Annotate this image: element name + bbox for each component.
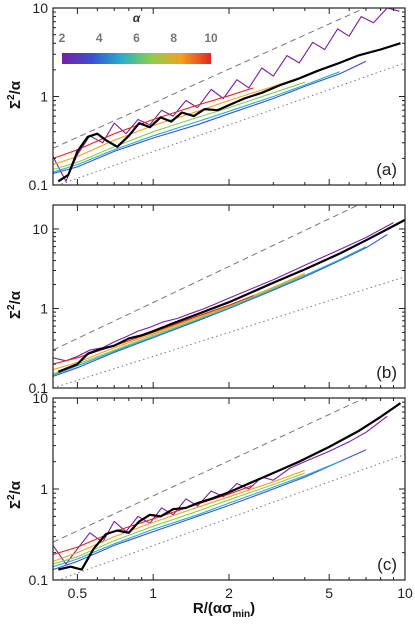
panel-label: (c) <box>377 555 397 574</box>
data-series-line-2 <box>53 234 388 377</box>
y-tick-label: 10 <box>32 0 48 16</box>
panel-label: (b) <box>376 363 397 382</box>
data-series-line-6 <box>53 295 254 365</box>
plot-frame <box>52 204 406 389</box>
reference-line-dashed <box>53 8 366 149</box>
colorbar-tick-label: 6 <box>133 31 140 45</box>
y-tick-label: 0.1 <box>29 572 49 588</box>
colorbar: α 2 4 6 8 10 <box>59 11 218 64</box>
data-series-line-6 <box>53 484 254 556</box>
y-tick-label: 1 <box>40 481 48 497</box>
data-series-line-7 <box>58 402 402 571</box>
data-series-line-5 <box>53 272 306 371</box>
data-series-line-4 <box>53 273 306 375</box>
panel-label: (a) <box>376 160 397 179</box>
data-series-line-4 <box>53 472 305 565</box>
data-series-line-2 <box>53 449 367 571</box>
reference-line-dotted <box>53 276 405 388</box>
y-axis-label-a: Σ2/α <box>6 80 24 109</box>
data-series-line-1 <box>53 222 394 362</box>
y-tick-label: 0.1 <box>29 177 49 193</box>
plot-frame <box>52 397 406 581</box>
data-series-line-3 <box>53 246 367 376</box>
colorbar-tick-label: 4 <box>96 31 103 45</box>
y-tick-label: 0.1 <box>29 380 49 396</box>
panel-b: 0.1 1 10 (b) <box>29 204 406 396</box>
y-tick-label: 1 <box>40 89 48 105</box>
panel-a: 0.1 1 10 (a) <box>29 0 406 193</box>
reference-line-dashed <box>53 398 366 543</box>
colorbar-tick-label: 2 <box>59 31 66 45</box>
x-tick-label: 10 <box>397 585 413 601</box>
y-axis-label-c: Σ2/α <box>6 480 24 509</box>
data-series-line-1 <box>53 415 388 565</box>
colorbar-title: α <box>133 11 141 25</box>
x-tick-label: 0.5 <box>68 585 88 601</box>
y-tick-label: 10 <box>32 221 48 237</box>
y-tick-label: 1 <box>40 300 48 316</box>
data-series-line-2 <box>53 60 367 175</box>
reference-line-dashed <box>53 205 360 351</box>
colorbar-tick-label: 8 <box>170 31 177 45</box>
colorbar-gradient <box>62 53 211 64</box>
data-series-line-5 <box>53 469 305 562</box>
data-series-line-3 <box>53 461 340 568</box>
reference-line-dotted <box>57 453 405 580</box>
plot-frame <box>52 7 406 186</box>
data-series-line-7 <box>57 218 405 373</box>
x-tick-label: 5 <box>325 585 333 601</box>
data-series-line-7 <box>57 42 401 183</box>
data-series-line-3 <box>53 71 340 173</box>
x-axis-label: R/(ασmin) <box>193 600 255 620</box>
x-tick-label: 2 <box>225 585 233 601</box>
y-axis-label-b: Σ2/α <box>6 290 24 319</box>
reference-line-dotted <box>57 62 405 185</box>
data-series-line-5 <box>53 75 305 166</box>
data-series-line-4 <box>53 81 305 170</box>
colorbar-tick-label: 10 <box>204 31 218 45</box>
y-tick-label: 10 <box>32 390 48 406</box>
data-series-line-1 <box>53 8 400 182</box>
x-tick-label: 1 <box>149 585 157 601</box>
